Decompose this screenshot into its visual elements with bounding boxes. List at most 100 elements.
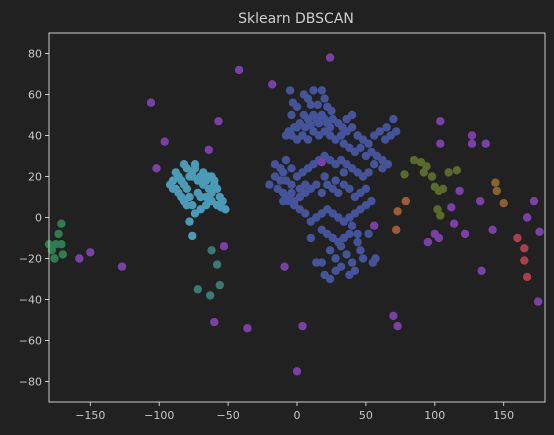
data-point-noise-7 <box>152 164 161 173</box>
data-point-noise-21 <box>423 237 433 247</box>
data-point-cluster_blue-5 <box>320 94 329 103</box>
data-point-noise-24 <box>436 117 445 126</box>
data-point-noise-4 <box>214 117 223 126</box>
data-point-cluster_blue-148 <box>371 254 380 263</box>
data-point-cluster_blue-99 <box>361 184 371 193</box>
data-point-cluster_blue-76 <box>292 172 302 181</box>
data-point-cluster_blue-158 <box>287 110 296 120</box>
data-point-cluster_brown-0 <box>491 178 500 187</box>
data-point-cluster_olive-9 <box>436 211 445 220</box>
x-tick-label-3: 0 <box>294 409 301 422</box>
data-point-cluster_blue-122 <box>347 221 357 230</box>
x-tick-label-6: 150 <box>493 409 514 422</box>
data-point-cluster_blue-91 <box>317 188 326 198</box>
data-point-cluster_cyan-36 <box>188 172 197 181</box>
data-point-cluster_blue-133 <box>342 250 351 259</box>
data-point-cluster_cyan-43 <box>185 217 194 226</box>
data-point-noise-19 <box>389 311 398 321</box>
data-point-noise-26 <box>447 203 456 212</box>
y-tick-label-8: 80 <box>28 48 42 61</box>
data-point-cluster_green-5 <box>50 254 59 263</box>
x-tick-label-2: −50 <box>217 409 240 422</box>
data-point-cluster_blue-155 <box>301 180 310 189</box>
data-point-cluster_blue-49 <box>382 123 391 132</box>
data-point-cluster_blue-94 <box>334 188 343 198</box>
data-point-cluster_orange-2 <box>392 225 401 234</box>
axes-layer: −150 −100 −50 0 50 100 150 −80 −60 −40 −20 0 20 40 60 8… <box>19 32 546 422</box>
data-point-cluster_blue-39 <box>347 123 357 132</box>
data-point-cluster_teal-1 <box>212 260 222 269</box>
y-tick-label-2: −40 <box>19 294 42 307</box>
data-point-cluster_cyan-27 <box>188 201 197 210</box>
data-point-noise-32 <box>476 196 485 206</box>
data-point-cluster_teal-2 <box>215 280 224 290</box>
data-point-noise-28 <box>455 186 464 196</box>
data-point-noise-38 <box>535 227 544 236</box>
data-point-cluster_green-1 <box>54 229 63 239</box>
data-point-cluster_blue-159 <box>292 123 302 132</box>
data-point-cluster_blue-157 <box>342 114 351 124</box>
data-point-cluster_blue-123 <box>353 229 362 239</box>
data-point-cluster_blue-144 <box>350 266 360 275</box>
data-point-noise-17 <box>317 158 326 167</box>
data-point-noise-0 <box>325 53 335 62</box>
data-point-cluster_red-3 <box>522 272 532 282</box>
data-point-noise-3 <box>146 98 156 107</box>
data-point-cluster_blue-62 <box>370 160 379 169</box>
data-point-cluster_cyan-47 <box>201 192 211 202</box>
data-point-cluster_cyan-17 <box>212 184 222 193</box>
data-point-cluster_blue-136 <box>358 254 368 263</box>
chart-title: Sklearn DBSCAN <box>238 11 354 27</box>
y-tick-label-0: −80 <box>19 376 42 389</box>
points-layer <box>44 53 544 376</box>
x-tick-label-0: −150 <box>75 409 105 422</box>
data-point-cluster_cyan-34 <box>168 184 178 193</box>
data-point-cluster_cyan-35 <box>190 160 200 169</box>
data-point-cluster_red-1 <box>520 244 529 253</box>
data-point-cluster_blue-135 <box>353 237 362 247</box>
data-point-cluster_blue-142 <box>312 258 321 267</box>
data-point-noise-23 <box>434 233 444 243</box>
data-point-cluster_olive-0 <box>409 155 419 165</box>
x-tick-label-4: 50 <box>359 409 373 422</box>
data-point-noise-30 <box>467 131 477 140</box>
data-point-cluster_teal-0 <box>207 246 216 255</box>
data-point-cluster_blue-145 <box>356 246 365 255</box>
data-point-noise-37 <box>533 297 543 306</box>
data-point-cluster_blue-131 <box>331 254 340 263</box>
data-point-noise-18 <box>370 221 379 230</box>
data-point-noise-34 <box>481 139 490 148</box>
data-point-cluster_blue-149 <box>306 233 315 243</box>
data-point-cluster_olive-4 <box>427 172 437 181</box>
data-point-cluster_blue-55 <box>356 143 365 152</box>
data-point-noise-15 <box>298 321 307 331</box>
data-point-cluster_blue-153 <box>287 180 296 189</box>
data-point-noise-27 <box>449 219 459 228</box>
data-point-noise-5 <box>160 137 169 146</box>
data-point-noise-20 <box>393 321 402 331</box>
data-point-cluster_blue-4 <box>317 86 326 95</box>
data-point-noise-13 <box>243 324 252 333</box>
data-point-noise-14 <box>280 262 289 271</box>
data-point-cluster_olive-12 <box>400 170 409 179</box>
data-point-noise-29 <box>460 229 470 239</box>
data-point-cluster_blue-129 <box>317 225 326 234</box>
data-point-noise-1 <box>234 65 244 75</box>
data-point-cluster_blue-119 <box>320 172 329 181</box>
data-point-cluster_blue-150 <box>281 155 291 165</box>
y-tick-label-4: 0 <box>35 212 42 225</box>
data-point-cluster_cyan-44 <box>188 231 197 241</box>
data-point-noise-39 <box>529 196 539 206</box>
data-point-cluster_cyan-41 <box>210 176 219 185</box>
data-point-cluster_olive-10 <box>444 168 453 177</box>
data-point-cluster_blue-8 <box>306 100 315 110</box>
data-point-noise-2 <box>268 80 277 89</box>
data-point-cluster_olive-3 <box>422 162 431 171</box>
data-point-cluster_brown-2 <box>499 199 508 208</box>
data-point-cluster_blue-51 <box>338 123 347 132</box>
data-point-cluster_brown-1 <box>492 186 501 196</box>
data-point-cluster_cyan-45 <box>179 160 189 169</box>
data-point-cluster_blue-82 <box>265 180 274 189</box>
data-point-cluster_orange-0 <box>393 207 402 216</box>
